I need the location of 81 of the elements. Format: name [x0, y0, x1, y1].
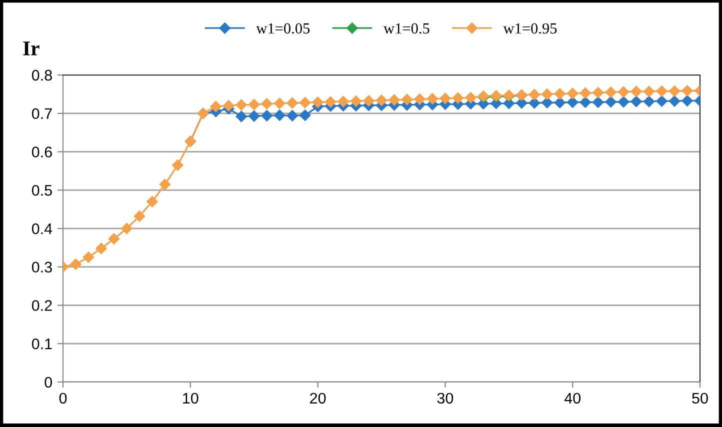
point: [286, 97, 298, 109]
point: [668, 95, 680, 107]
point: [630, 96, 642, 108]
point: [682, 95, 693, 106]
y-tick-label: 0.4: [32, 223, 52, 234]
point: [426, 93, 438, 104]
y-tick-label: 0.5: [32, 184, 52, 196]
point: [401, 94, 413, 106]
point: [542, 97, 553, 108]
point: [643, 86, 655, 98]
point: [554, 88, 566, 100]
y-tick-label: 0.6: [32, 146, 52, 158]
legend-label: w1=0.05: [256, 23, 310, 34]
point: [376, 94, 388, 106]
point: [592, 87, 604, 98]
point: [286, 110, 298, 122]
point: [656, 86, 668, 97]
point: [452, 92, 464, 104]
point: [223, 100, 234, 112]
point: [580, 87, 591, 99]
point: [682, 85, 693, 96]
point: [528, 88, 540, 100]
point: [668, 86, 680, 97]
y-tick-label: 0.2: [32, 300, 52, 311]
point: [528, 97, 540, 109]
point: [134, 210, 146, 222]
y-tick-label: 0.7: [32, 108, 52, 120]
point: [414, 94, 426, 105]
point: [236, 99, 247, 111]
y-tick-label: 0.1: [32, 338, 52, 350]
point: [554, 97, 566, 108]
point: [274, 98, 286, 110]
point: [248, 98, 260, 110]
point: [605, 96, 616, 108]
point: [580, 96, 591, 108]
point: [108, 233, 120, 244]
x-tick-label: 0: [59, 392, 67, 404]
x-tick-label: 40: [564, 392, 580, 404]
point: [465, 92, 476, 104]
point: [388, 94, 400, 106]
point: [236, 110, 247, 122]
point: [159, 178, 171, 190]
point: [261, 110, 272, 122]
y-axis-title: Ir: [23, 42, 40, 56]
point: [172, 160, 184, 171]
point: [363, 95, 374, 106]
legend-label: w1=0.5: [384, 23, 430, 34]
point: [96, 242, 107, 254]
point: [121, 222, 132, 234]
point: [618, 96, 630, 108]
point: [618, 86, 630, 98]
point: [542, 88, 553, 100]
point: [440, 92, 451, 104]
point: [312, 96, 324, 108]
legend-label: w1=0.95: [503, 23, 557, 34]
x-tick-label: 50: [692, 392, 708, 404]
y-tick-label: 0: [44, 376, 52, 388]
point: [324, 96, 336, 108]
x-tick-label: 30: [437, 392, 454, 404]
point: [630, 86, 642, 98]
point: [70, 258, 82, 270]
point: [592, 96, 604, 108]
point: [566, 88, 578, 100]
point: [82, 252, 94, 263]
point: [350, 95, 362, 107]
point: [643, 96, 655, 108]
y-tick-label: 0.3: [32, 262, 52, 273]
point: [656, 95, 668, 107]
point: [261, 98, 272, 110]
point: [566, 96, 578, 108]
x-tick-label: 10: [183, 392, 198, 404]
point: [210, 100, 222, 112]
point: [338, 96, 349, 108]
point: [248, 110, 260, 122]
point: [299, 110, 311, 121]
point: [605, 86, 616, 98]
point: [146, 196, 158, 208]
point: [274, 110, 286, 121]
y-tick-label: 0.8: [32, 70, 52, 81]
x-tick-label: 20: [310, 392, 326, 404]
point: [299, 97, 311, 108]
